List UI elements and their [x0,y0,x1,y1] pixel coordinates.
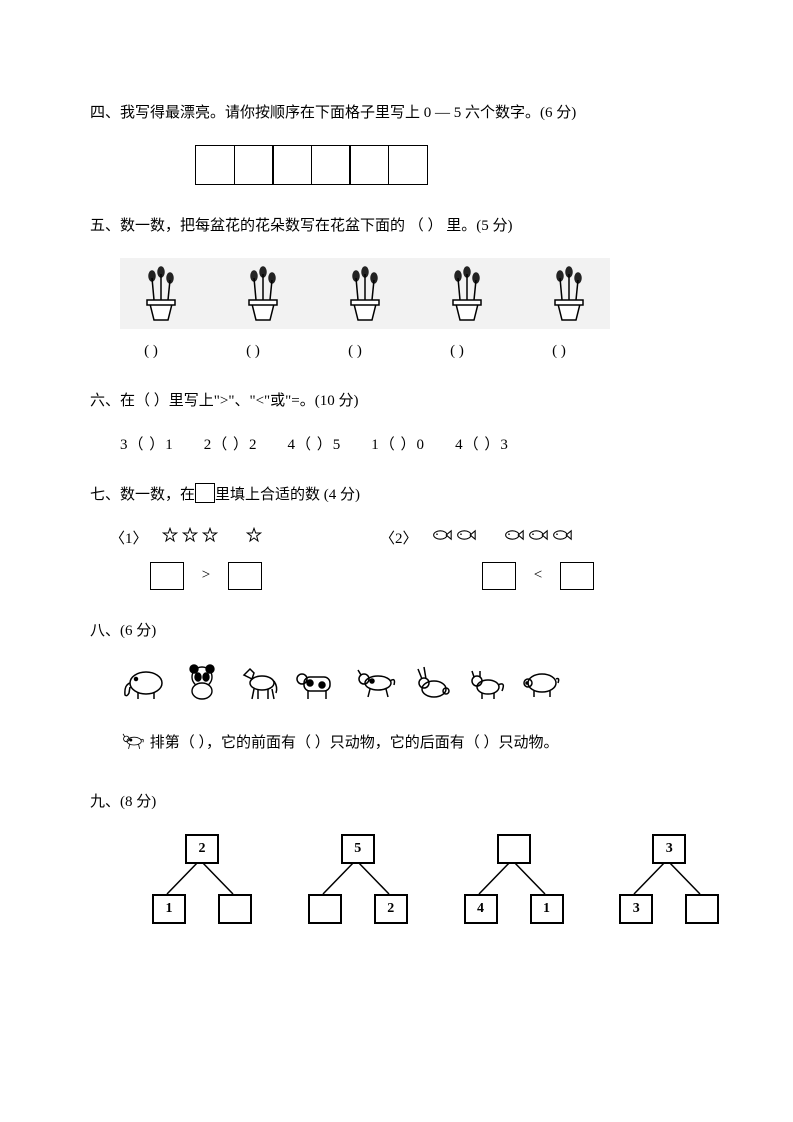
grid-cell[interactable] [272,145,312,185]
q7-heading-post: 里填上合适的数 (4 分) [215,487,360,503]
grid-cell[interactable] [195,145,235,185]
q5-blanks: ( ) ( ) ( ) ( ) ( ) [120,343,703,360]
bond-right-box[interactable]: 2 [374,894,408,924]
greater-than-sign: > [202,567,210,583]
q7-heading: 七、数一数，在 里填上合适的数 (4 分) [90,482,703,509]
animal-icon [354,663,398,709]
animal-icon [294,663,340,709]
q7-compare-2: < [482,562,594,590]
flower-pot-icon [334,264,396,327]
q7-heading-pre: 七、数一数，在 [90,487,195,503]
dog-icon [120,734,146,754]
answer-blank[interactable]: ( ) [528,343,590,360]
number-bond: 33 [617,834,703,924]
bond-left-box[interactable] [308,894,342,924]
q8-animals [120,663,703,709]
flower-pot-icon [130,264,192,327]
bond-top-box[interactable]: 5 [341,834,375,864]
star-icon [162,527,178,548]
question-5: 五、数一数，把每盆花的花朵数写在花盆下面的 （ ） 里。(5 分) ( )( )… [90,213,703,360]
bond-right-box[interactable] [218,894,252,924]
animal-icon [182,663,222,709]
comparison-item[interactable]: 1（ ）0 [371,437,425,453]
q7-label-2: 〈2〉 [380,527,418,548]
q4-grid [195,145,703,185]
flower-pot-icon [538,264,600,327]
answer-blank[interactable]: ( ) [426,343,488,360]
animal-icon [520,663,562,709]
q7-left-cluster-a [162,527,218,548]
star-icon [182,527,198,548]
answer-box[interactable] [482,562,516,590]
number-bond: 52 [306,834,392,924]
fish-icon [456,528,476,547]
q5-heading: 五、数一数，把每盆花的花朵数写在花盆下面的 （ ） 里。(5 分) [90,213,703,240]
answer-blank[interactable]: ( ) [120,343,182,360]
bond-left-box[interactable]: 3 [619,894,653,924]
q8-heading: 八、(6 分) [90,618,703,645]
less-than-sign: < [534,567,542,583]
answer-box[interactable] [560,562,594,590]
star-icon [202,527,218,548]
comparison-item[interactable]: 3（ ）1 [120,437,174,453]
comparison-item[interactable]: 4（ ）3 [455,437,509,453]
answer-blank[interactable]: ( ) [222,343,284,360]
flower-pot-icon [436,264,498,327]
answer-box[interactable] [228,562,262,590]
comparison-item[interactable]: 4（ ）5 [288,437,342,453]
grid-cell[interactable] [311,145,351,185]
bond-top-box[interactable] [497,834,531,864]
fish-icon [504,528,524,547]
answer-box[interactable] [150,562,184,590]
grid-cell[interactable] [234,145,274,185]
flower-pot-icon [232,264,294,327]
number-bond: 41 [462,834,548,924]
grid-cell[interactable] [349,145,389,185]
q7-boxes-row: > < [150,562,703,590]
inline-box-icon [195,483,215,503]
comparison-item[interactable]: 2（ ）2 [204,437,258,453]
bond-top-box[interactable]: 2 [185,834,219,864]
number-bond: 21 [150,834,236,924]
question-9: 九、(8 分) 21524133 [90,789,703,924]
q7-icons-row: 〈1〉 〈2〉 [110,527,703,548]
answer-blank[interactable]: ( ) [324,343,386,360]
question-7: 七、数一数，在 里填上合适的数 (4 分) 〈1〉 〈2〉 > [90,482,703,590]
fish-icon [528,528,548,547]
q8-text: 排第（ ），它的前面有（ ）只动物，它的后面有（ ）只动物。 [150,735,559,751]
fish-icon [432,528,452,547]
bond-top-box[interactable]: 3 [652,834,686,864]
bond-left-box[interactable]: 4 [464,894,498,924]
q7-right-cluster-a [432,528,476,547]
animal-icon [466,663,506,709]
q9-heading: 九、(8 分) [90,789,703,816]
q7-right-cluster-b [504,528,572,547]
q9-bonds: 21524133 [150,834,703,924]
question-6: 六、在（ ）里写上">"、"<"或"=。(10 分) 3（ ）1 2（ ）2 4（ … [90,388,703,454]
fish-icon [552,528,572,547]
q7-left-cluster-b [246,527,262,548]
animal-icon [236,663,280,709]
animal-icon [412,663,452,709]
animal-icon [120,663,168,709]
question-4: 四、我写得最漂亮。请你按顺序在下面格子里写上 0 — 5 六个数字。(6 分) [90,100,703,185]
bond-right-box[interactable] [685,894,719,924]
q4-heading: 四、我写得最漂亮。请你按顺序在下面格子里写上 0 — 5 六个数字。(6 分) [90,100,703,127]
bond-right-box[interactable]: 1 [530,894,564,924]
q6-items: 3（ ）1 2（ ）2 4（ ）5 1（ ）0 4（ ）3 [120,433,703,454]
q8-sentence: 排第（ ），它的前面有（ ）只动物，它的后面有（ ）只动物。 [120,727,703,761]
q7-label-1: 〈1〉 [110,527,148,548]
q6-heading: 六、在（ ）里写上">"、"<"或"=。(10 分) [90,388,703,415]
grid-cell[interactable] [388,145,428,185]
bond-left-box[interactable]: 1 [152,894,186,924]
star-icon [246,527,262,548]
question-8: 八、(6 分) 排第（ ），它的前面有（ ）只动物，它的后面有（ ）只动物。 [90,618,703,761]
q7-compare-1: > [150,562,262,590]
q5-pots [120,258,610,329]
